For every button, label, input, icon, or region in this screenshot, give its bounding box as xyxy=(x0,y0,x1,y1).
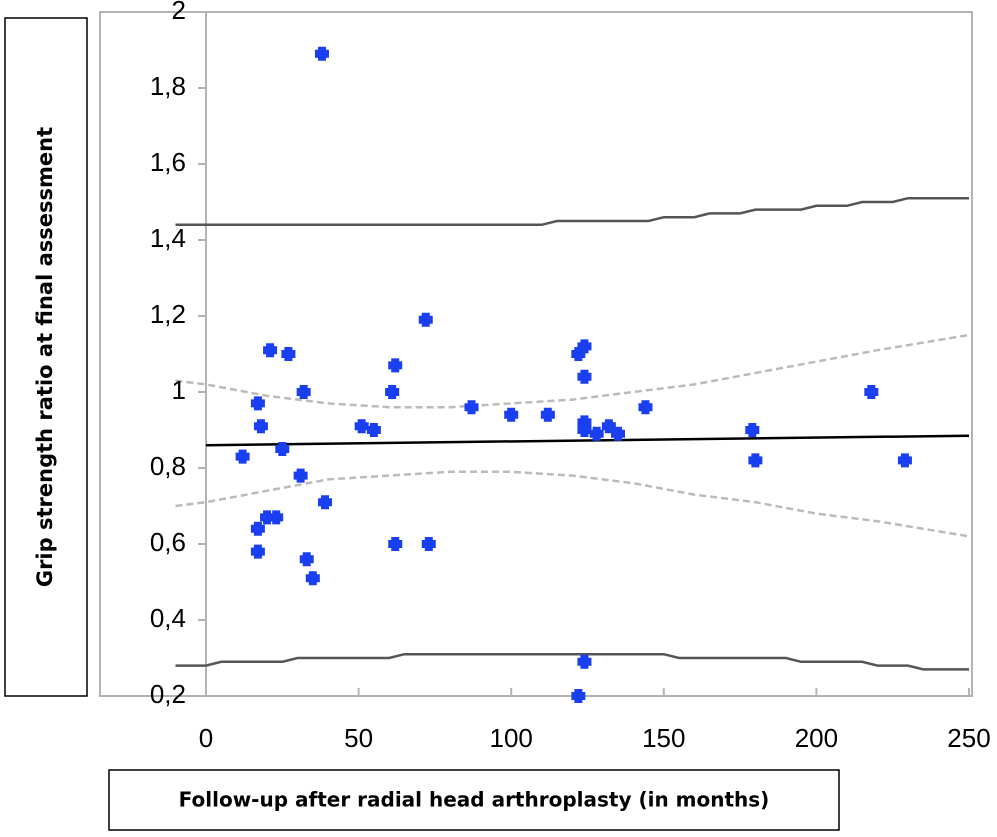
x-tick-label: 200 xyxy=(795,723,838,753)
x-tick-label: 50 xyxy=(344,723,373,753)
x-ticks-layer: 0 50 100 150 200 250 xyxy=(199,688,991,753)
y-axis-title-box xyxy=(4,17,88,697)
data-point-3 xyxy=(250,521,265,536)
y-tick-label: 2 xyxy=(172,0,186,25)
data-point-8 xyxy=(269,510,284,525)
data-point-37 xyxy=(638,400,653,415)
y-tick-label: 1,8 xyxy=(150,71,186,101)
regression-line xyxy=(205,434,970,447)
data-point-25 xyxy=(504,407,519,422)
data-point-20 xyxy=(388,358,403,373)
data-point-14 xyxy=(305,571,320,586)
data-point-11 xyxy=(293,468,308,483)
data-point-38 xyxy=(745,423,760,437)
data-point-12 xyxy=(296,385,311,399)
data-point-22 xyxy=(418,312,433,327)
data-point-26 xyxy=(540,407,555,422)
data-point-33 xyxy=(577,654,592,669)
data-point-16 xyxy=(318,495,333,510)
data-point-17 xyxy=(354,419,369,434)
data-point-28 xyxy=(571,689,586,703)
data-point-18 xyxy=(366,423,381,437)
x-tick-label: 150 xyxy=(642,723,685,753)
plot-frame xyxy=(99,11,973,697)
data-point-1 xyxy=(235,449,250,464)
prediction-band-upper xyxy=(175,196,969,227)
data-point-32 xyxy=(577,423,592,437)
y-tick-label: 1,2 xyxy=(150,299,186,329)
x-axis-title-box xyxy=(108,769,840,831)
data-point-7 xyxy=(263,343,278,358)
y-tick-label: 0,4 xyxy=(150,603,186,633)
y-ticks-layer: 0,2 0,4 0,6 0,8 1 1,2 1,4 1,6 1,8 2 xyxy=(150,0,206,709)
y-axis-title: Grip strength ratio at final assessment xyxy=(33,127,57,587)
data-point-15 xyxy=(314,46,329,61)
data-point-13 xyxy=(299,552,314,567)
y-tick-label: 1,4 xyxy=(150,223,186,253)
data-point-30 xyxy=(577,369,592,384)
confidence-band-upper xyxy=(175,333,970,409)
data-point-24 xyxy=(464,400,479,415)
x-tick-label: 0 xyxy=(199,723,213,753)
data-point-5 xyxy=(253,419,268,434)
x-tick-label: 250 xyxy=(947,723,990,753)
y-tick-label: 1 xyxy=(172,375,186,405)
data-point-41 xyxy=(897,453,912,468)
data-point-34 xyxy=(589,426,604,441)
data-point-29 xyxy=(577,339,592,354)
regression-layer xyxy=(205,434,970,447)
data-point-21 xyxy=(388,537,403,551)
points-layer xyxy=(235,46,912,703)
data-point-35 xyxy=(601,419,616,434)
data-point-39 xyxy=(748,453,763,468)
bands-layer xyxy=(175,196,970,671)
x-axis-title: Follow-up after radial head arthroplasty… xyxy=(179,788,770,812)
y-tick-label: 0,8 xyxy=(150,451,186,481)
data-point-10 xyxy=(281,347,296,361)
data-point-19 xyxy=(385,385,400,399)
y-tick-label: 0,6 xyxy=(150,527,186,557)
data-point-2 xyxy=(250,396,265,411)
x-tick-label: 100 xyxy=(490,723,533,753)
data-point-4 xyxy=(250,544,265,559)
data-point-40 xyxy=(864,385,879,399)
data-point-36 xyxy=(611,426,626,441)
data-point-23 xyxy=(421,537,436,551)
data-point-9 xyxy=(275,442,290,456)
confidence-band-lower xyxy=(175,470,970,538)
prediction-band-lower xyxy=(175,652,969,671)
y-tick-label: 0,2 xyxy=(150,679,186,709)
y-tick-label: 1,6 xyxy=(150,147,186,177)
